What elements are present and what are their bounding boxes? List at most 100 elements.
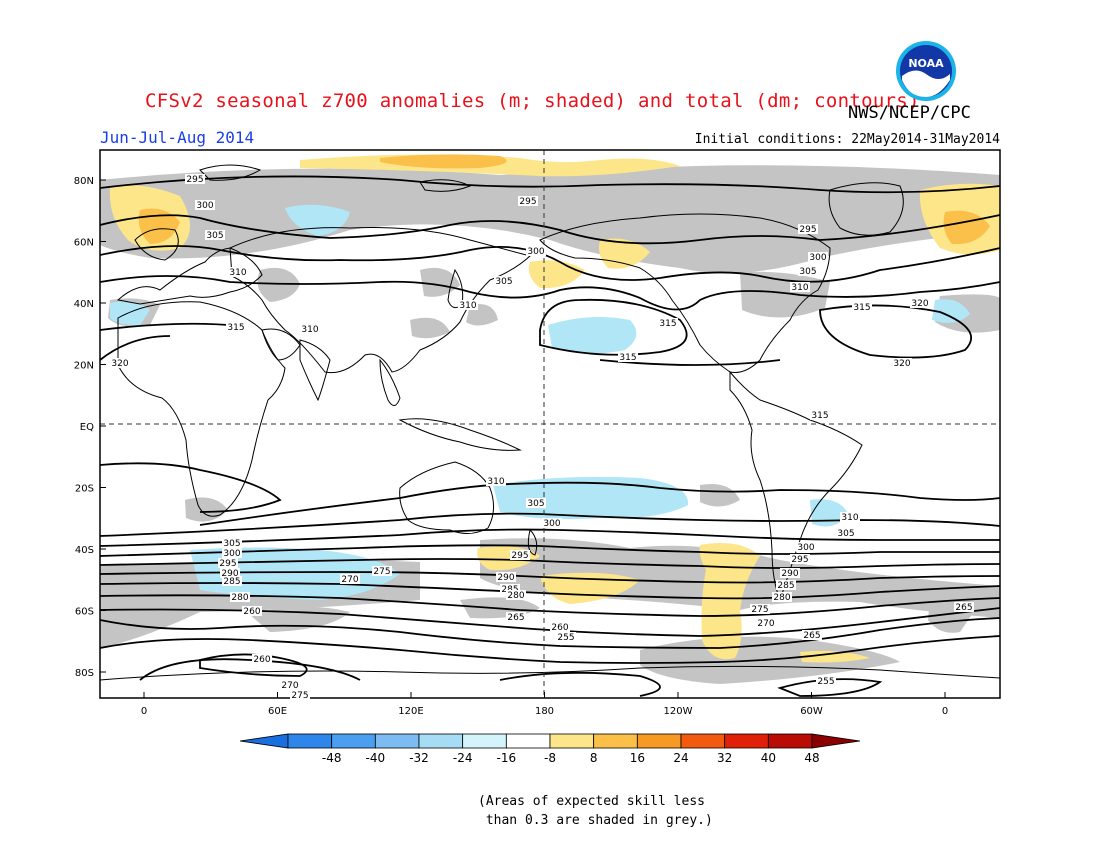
contour-label-bg (910, 298, 930, 308)
colorbar-label: -32 (409, 751, 429, 765)
colorbar-swatch (680, 733, 726, 749)
contour-label-bg (500, 584, 520, 594)
contour-label: 295 (799, 225, 816, 235)
contour-label-bg (486, 476, 506, 486)
contour-label-bg (222, 576, 242, 586)
contour-label-bg (300, 324, 320, 334)
contour-label-bg (280, 680, 300, 690)
lat-label: 60S (75, 607, 94, 618)
colorbar-swatch (331, 733, 376, 749)
contour-label-bg (780, 568, 800, 578)
contour-label-bg (226, 322, 246, 332)
contour-label: 255 (557, 633, 574, 643)
lat-label: 40N (74, 299, 94, 310)
contour-label-bg (340, 574, 360, 584)
colorbar-swatch (505, 733, 551, 749)
contour-label: 320 (911, 299, 928, 309)
contour-label: 305 (527, 499, 544, 509)
contour-label: 315 (811, 411, 828, 421)
contour-label: 265 (803, 631, 820, 641)
contour-label-bg (230, 592, 250, 602)
contour-label: 275 (751, 605, 768, 615)
contour-label-bg (506, 612, 526, 622)
colorbar-swatch (418, 733, 464, 749)
contour-label-bg (790, 554, 810, 564)
contour-label-bg (110, 358, 130, 368)
contour-label-bg (790, 282, 810, 292)
noaa-logo-text: NOAA (908, 57, 944, 70)
contour-label-bg (372, 566, 392, 576)
colorbar-swatch (636, 733, 682, 749)
contour-label: 310 (791, 283, 808, 293)
colorbar-label: 24 (673, 751, 688, 765)
contour-label: 305 (223, 539, 240, 549)
contour-label-bg (252, 654, 272, 664)
contour-label: 295 (186, 175, 203, 185)
lat-label: 20S (75, 484, 94, 495)
lat-label: 40S (75, 545, 94, 556)
longitude-labels: 0 60E 120E 180 120W 60W 0 (141, 692, 948, 717)
contour-label: 265 (955, 603, 972, 613)
contour-label-bg (494, 276, 514, 286)
contour-label: 315 (853, 303, 870, 313)
colorbar: -48 -40 -32 -24 -16 -8 8 16 24 32 40 48 (239, 733, 861, 765)
contour-label-bg (556, 632, 576, 642)
contour-label: 270 (341, 575, 358, 585)
season-label: Jun-Jul-Aug 2014 (100, 128, 255, 147)
contour-label: 270 (281, 681, 298, 691)
lat-label: 80N (74, 176, 94, 187)
colorbar-label: -8 (544, 751, 556, 765)
contour-label-bg (772, 592, 792, 602)
contour-label: 315 (659, 319, 676, 329)
contour-label: 295 (519, 197, 536, 207)
height-contours (99, 175, 1001, 697)
contour-label-bg (185, 174, 205, 184)
positive-anomaly-regions (109, 154, 1000, 663)
colorbar-swatch (549, 733, 595, 749)
contour-label-bg (836, 528, 856, 538)
contour-label-bg (542, 518, 562, 528)
contour-label-bg (550, 622, 570, 632)
contour-label-bg (810, 410, 830, 420)
contour-label: 300 (809, 253, 826, 263)
negative-anomaly-regions (110, 204, 970, 600)
colorbar-right-arrow (811, 733, 861, 749)
contour-label: 255 (817, 677, 834, 687)
contour-label: 275 (373, 567, 390, 577)
contour-label-bg (618, 352, 638, 362)
lon-label: 0 (942, 706, 948, 717)
contour-label: 290 (221, 569, 238, 579)
lat-label: 80S (75, 668, 94, 679)
contour-label: 270 (757, 619, 774, 629)
contour-label: 295 (791, 555, 808, 565)
contour-label: 265 (507, 613, 524, 623)
lat-label: 60N (74, 238, 94, 249)
map-title: CFSv2 seasonal z700 anomalies (m; shaded… (145, 90, 920, 112)
lon-label: 120W (664, 706, 693, 717)
contour-label-bg (798, 224, 818, 234)
colorbar-label: -48 (322, 751, 342, 765)
contour-label-bg (506, 590, 526, 600)
contour-label: 305 (206, 231, 223, 241)
contour-label: 260 (253, 655, 270, 665)
contour-label: 320 (893, 359, 910, 369)
colorbar-label: -16 (497, 751, 517, 765)
contour-label-bg (776, 580, 796, 590)
agency-label: NWS/NCEP/CPC (848, 103, 971, 123)
contour-label-bg (290, 690, 310, 700)
contour-label: 290 (781, 569, 798, 579)
contour-label: 300 (196, 201, 213, 211)
contour-label: 310 (301, 325, 318, 335)
lon-label: 180 (535, 706, 554, 717)
lon-label: 60W (800, 706, 823, 717)
contour-label: 305 (799, 267, 816, 277)
contour-label: 315 (619, 353, 636, 363)
contour-label: 275 (291, 691, 308, 701)
contour-label-bg (954, 602, 974, 612)
contour-label: 285 (223, 577, 240, 587)
contour-label-bg (458, 300, 478, 310)
contour-label: 315 (227, 323, 244, 333)
contour-label: 285 (777, 581, 794, 591)
colorbar-swatch (462, 733, 507, 749)
contour-label-bg (840, 512, 860, 522)
